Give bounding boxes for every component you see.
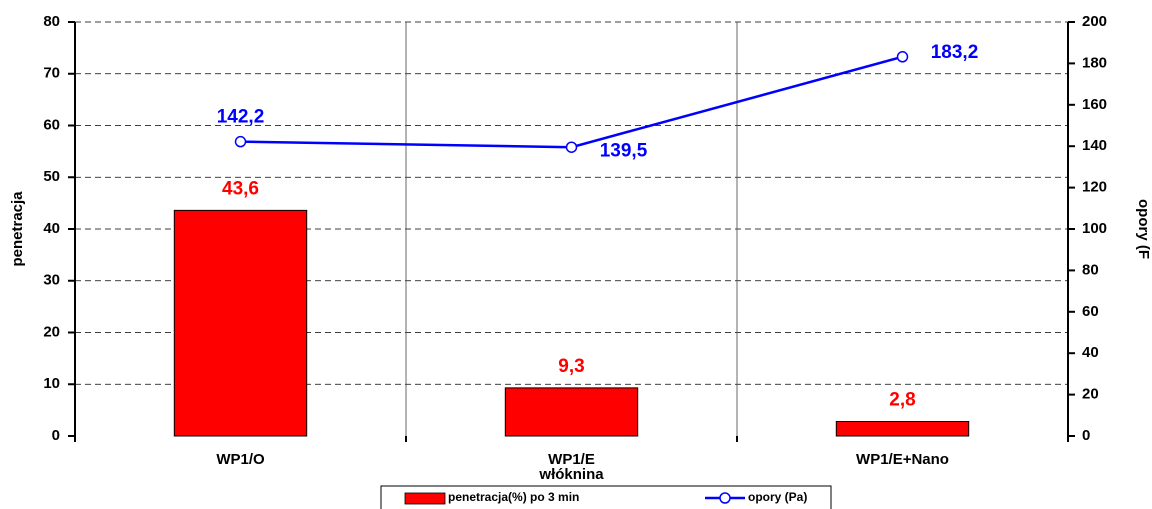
data-label: 183,2: [931, 42, 979, 63]
y2-tick-label: 200: [1082, 13, 1107, 30]
y-tick-label: 70: [43, 65, 60, 82]
y-tick-label: 0: [52, 427, 60, 444]
y-tick-label: 80: [43, 13, 60, 30]
line: [240, 55, 903, 149]
line-marker: [234, 135, 247, 148]
line-marker: [896, 51, 909, 63]
legend-label: opory (Pa): [748, 490, 807, 504]
y2-tick-label: 180: [1082, 54, 1107, 71]
bar: [504, 387, 639, 437]
line-marker: [565, 141, 578, 153]
data-label: 142,2: [217, 107, 265, 128]
y-axis-label: penetracja: [9, 191, 26, 267]
y-tick-label: 10: [43, 375, 60, 392]
data-label: 9,3: [558, 356, 584, 377]
y-tick-label: 60: [43, 116, 60, 133]
x-tick-label: WP1/E włóknina: [539, 451, 604, 483]
x-tick-label: WP1/O: [216, 451, 265, 468]
y2-tick-label: 80: [1082, 261, 1099, 278]
data-label: 43,6: [222, 178, 259, 199]
y-tick-label: 20: [43, 323, 60, 340]
y2-tick-label: 100: [1082, 220, 1107, 237]
bar: [835, 421, 970, 437]
bar: [173, 209, 308, 437]
legend-swatch: [404, 492, 446, 505]
y2-axis-label: opory (F: [1135, 199, 1152, 259]
y2-tick-label: 120: [1082, 179, 1107, 196]
y-tick-label: 40: [43, 220, 60, 237]
y2-tick-label: 0: [1082, 427, 1090, 444]
legend-label: penetracja(%) po 3 min: [448, 490, 579, 504]
y-tick-label: 50: [43, 168, 60, 185]
data-label: 139,5: [600, 140, 648, 161]
y2-tick-label: 160: [1082, 96, 1107, 113]
x-tick-label: WP1/E+Nano: [856, 451, 949, 468]
legend-box: [380, 485, 832, 509]
y2-tick-label: 140: [1082, 137, 1107, 154]
y-tick-label: 30: [43, 272, 60, 289]
data-label: 2,8: [889, 390, 915, 411]
y2-tick-label: 40: [1082, 344, 1099, 361]
legend-marker: [719, 492, 731, 504]
y2-tick-label: 60: [1082, 303, 1099, 320]
y2-tick-label: 20: [1082, 386, 1099, 403]
